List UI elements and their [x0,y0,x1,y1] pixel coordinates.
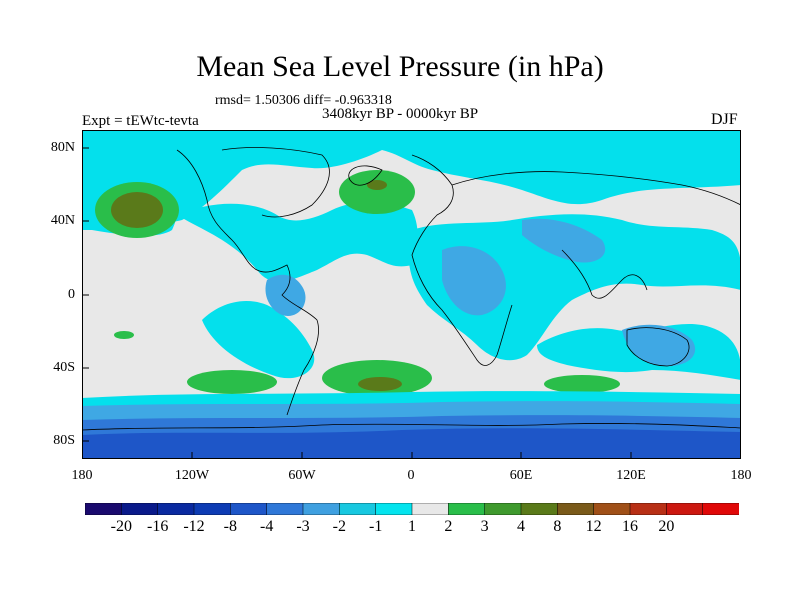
colorbar-swatch [630,503,667,515]
lat-label-40n: 40N [35,213,75,229]
colorbar-tick-label: 16 [610,518,650,536]
time-period: 3408kyr BP - 0000kyr BP [322,106,478,123]
map-title: Mean Sea Level Pressure (in hPa) [0,50,800,84]
lon-label-0: 0 [381,468,441,484]
colorbar-swatch [121,503,158,515]
colorbar-tick-label: -2 [319,518,359,536]
olive-north-pacific [111,192,163,228]
lat-label-40s: 40S [35,360,75,376]
colorbar-swatch [339,503,376,515]
lat-label-80n: 80N [35,140,75,156]
colorbar-swatch [158,503,195,515]
lon-label-60w: 60W [272,468,332,484]
colorbar-swatch [521,503,558,515]
colorbar-swatch [194,503,231,515]
colorbar-swatch [376,503,413,515]
colorbar-tick-label: -8 [210,518,250,536]
green-south-pacific [187,370,277,394]
colorbar-tick-label: -4 [247,518,287,536]
green-small-pacific [114,331,134,339]
colorbar-swatch [267,503,304,515]
olive-north-atlantic [367,180,387,190]
colorbar-swatch [485,503,522,515]
lon-label-120e: 120E [601,468,661,484]
colorbar-swatch [85,503,122,515]
colorbar-swatch [303,503,340,515]
colorbar-tick-label: 8 [537,518,577,536]
lon-label-60e: 60E [491,468,551,484]
olive-south-atlantic [358,377,402,391]
lat-label-80s: 80S [35,433,75,449]
colorbar-tick-label: 3 [465,518,505,536]
experiment-label: Expt = tEWtc-tevta [82,113,199,130]
colorbar-tick-label: 2 [428,518,468,536]
colorbar-swatch [557,503,594,515]
colorbar-swatch [703,503,739,515]
pressure-map [82,130,741,459]
colorbar-swatch [594,503,631,515]
colorbar-swatch [230,503,267,515]
colorbar-swatch [666,503,703,515]
colorbar-tick-label: 12 [574,518,614,536]
colorbar-swatch [448,503,485,515]
colorbar-tick-label: -3 [283,518,323,536]
colorbar-tick-label: 20 [646,518,686,536]
colorbar-tick-label: -12 [174,518,214,536]
season-label: DJF [711,111,738,129]
colorbar-tick-label: -16 [138,518,178,536]
lat-label-0: 0 [35,287,75,303]
lon-label-120w: 120W [162,468,222,484]
colorbar-tick-label: 4 [501,518,541,536]
colorbar-tick-label: -20 [101,518,141,536]
lon-label-180e: 180 [711,468,771,484]
colorbar-tick-label: -1 [356,518,396,536]
colorbar-swatch [412,503,449,515]
lon-label-180w: 180 [52,468,112,484]
green-indian-ocean [544,375,620,393]
colorbar-tick-label: 1 [392,518,432,536]
colorbar [85,503,739,515]
